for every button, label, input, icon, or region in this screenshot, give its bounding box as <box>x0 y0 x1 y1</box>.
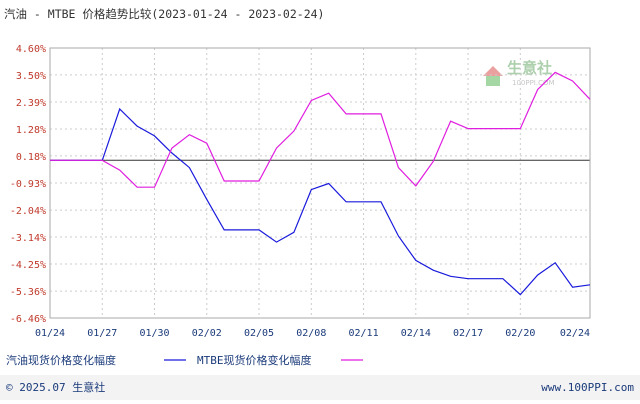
y-tick-label: -0.93% <box>10 179 46 190</box>
x-tick-label: 02/11 <box>348 328 378 339</box>
chart-title: 汽油 - MTBE 价格趋势比较(2023-01-24 - 2023-02-24… <box>4 7 324 21</box>
x-tick-label: 02/05 <box>244 328 274 339</box>
footer-copyright: © 2025.07 生意社 <box>6 380 105 394</box>
x-tick-label: 02/24 <box>560 328 590 339</box>
legend-label-mtbe: MTBE现货价格变化幅度 <box>197 353 312 367</box>
plot-border <box>49 47 591 319</box>
y-tick-label: 0.18% <box>16 152 46 163</box>
watermark-name: 生意社 <box>507 59 552 77</box>
x-tick-label: 01/30 <box>139 328 169 339</box>
legend: 汽油现货价格变化幅度 MTBE现货价格变化幅度 <box>6 353 363 367</box>
series-line-mtbe <box>50 71 591 188</box>
y-tick-label: 2.39% <box>16 98 46 109</box>
legend-label-gasoline: 汽油现货价格变化幅度 <box>6 353 116 367</box>
x-tick-label: 01/27 <box>87 328 117 339</box>
y-tick-label: 3.50% <box>16 71 46 82</box>
house-roof-icon <box>483 66 503 76</box>
series-lines <box>50 71 591 296</box>
y-tick-label: 1.28% <box>16 125 46 136</box>
series-line-gasoline <box>50 107 591 296</box>
y-tick-label: -5.36% <box>10 287 46 298</box>
grid-lines <box>49 47 591 319</box>
y-tick-label: -2.04% <box>10 206 46 217</box>
y-tick-label: -3.14% <box>10 233 46 244</box>
y-tick-label: -4.25% <box>10 260 46 271</box>
x-tick-label: 02/20 <box>505 328 535 339</box>
y-tick-label: -6.46% <box>10 314 46 325</box>
x-axis-ticks: 01/24 01/27 01/30 02/02 02/05 02/08 02/11 02/14… <box>35 328 590 339</box>
footer-bar <box>0 375 640 400</box>
x-tick-label: 02/08 <box>296 328 326 339</box>
x-tick-label: 02/17 <box>453 328 483 339</box>
watermark-url: 100PPI.COM <box>512 79 555 87</box>
watermark-logo: 生意社 100PPI.COM <box>483 59 555 87</box>
y-tick-label: 4.60% <box>16 44 46 55</box>
footer-url[interactable]: www.100PPI.com <box>541 381 634 394</box>
x-tick-label: 02/14 <box>401 328 431 339</box>
x-tick-label: 02/02 <box>192 328 222 339</box>
y-axis-ticks: 4.60% 3.50% 2.39% 1.28% 0.18% -0.93% -2.04% -3.… <box>10 44 46 325</box>
house-body-icon <box>486 76 500 86</box>
x-tick-label: 01/24 <box>35 328 65 339</box>
